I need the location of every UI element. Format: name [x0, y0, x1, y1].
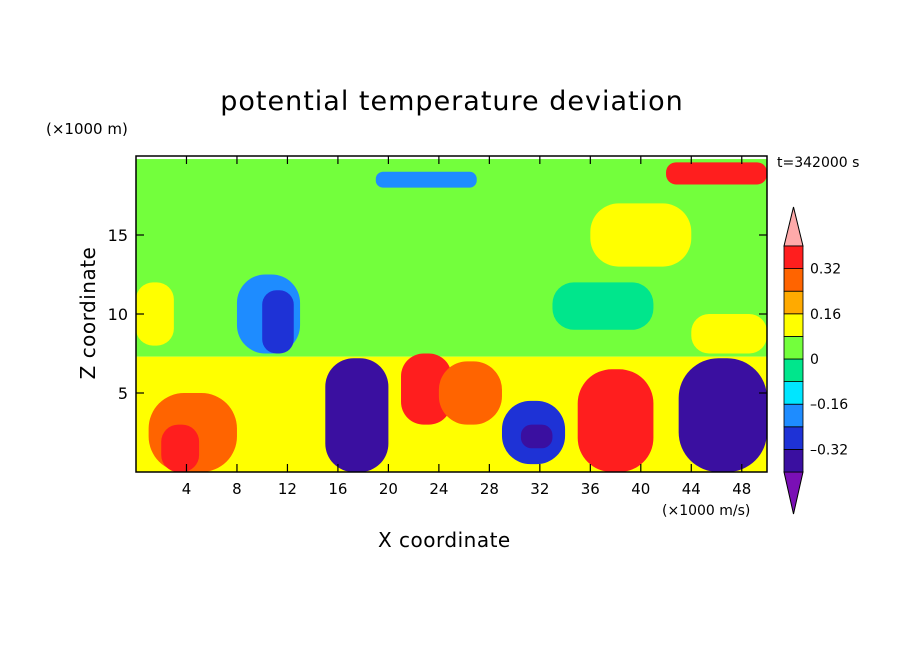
x-tick-label: 28: [480, 480, 499, 498]
colorbar-band: [783, 313, 804, 337]
field-region: [375, 171, 477, 188]
colorbar-band: [783, 448, 804, 473]
colorbar-band: [783, 358, 804, 383]
colorbar-tick-label: –0.16: [810, 397, 848, 413]
x-tick-label: 24: [429, 480, 448, 498]
x-tick-label: 16: [328, 480, 347, 498]
colorbar-band: [783, 426, 804, 450]
colorbar-min-arrow: [783, 471, 804, 515]
field-region: [666, 162, 767, 185]
y-tick-label: 15: [108, 226, 128, 245]
colorbar-band: [783, 403, 804, 428]
y-tick-label: 10: [108, 305, 128, 324]
x-tick-label: 48: [732, 480, 751, 498]
field-region: [262, 290, 294, 354]
x-tick-label: 20: [379, 480, 398, 498]
x-tick-label: 32: [530, 480, 549, 498]
colorbar-band: [783, 268, 804, 292]
x-axis-label: X coordinate: [378, 528, 511, 552]
y-axis-unit: (×1000 m): [46, 120, 128, 138]
x-tick-label: 8: [232, 480, 242, 498]
chart-title: potential temperature deviation: [220, 86, 684, 117]
field-region: [552, 282, 654, 330]
field-region: [136, 282, 174, 346]
colorbar-band: [783, 335, 804, 360]
colorbar-tick-label: –0.32: [810, 442, 848, 458]
colorbar-tick-label: 0.16: [810, 307, 841, 323]
field-region: [401, 353, 452, 425]
field-region: [577, 369, 654, 472]
field-region: [161, 424, 200, 472]
field-region: [325, 358, 389, 472]
contour-field: [136, 159, 767, 472]
x-axis-unit: (×1000 m/s): [662, 503, 751, 519]
field-region: [590, 203, 692, 267]
colorbar-band: [783, 381, 804, 405]
colorbar-tick-label: 0.32: [810, 262, 841, 278]
field-region: [678, 358, 767, 472]
colorbar-band: [783, 245, 804, 270]
x-tick-label: 12: [278, 480, 297, 498]
time-label: t=342000 s: [777, 155, 860, 171]
colorbar-band: [783, 290, 804, 315]
field-region: [438, 361, 502, 425]
x-axis: 4 8 12 16 20 24 28 32 36 40 44 48: [182, 156, 751, 498]
x-tick-label: 4: [182, 480, 192, 498]
x-tick-label: 36: [581, 480, 600, 498]
field-region: [691, 314, 767, 354]
x-tick-label: 44: [682, 480, 701, 498]
field-region: [520, 424, 553, 449]
colorbar-tick-label: 0: [810, 352, 819, 368]
y-tick-label: 5: [118, 384, 128, 403]
colorbar: 0.32 0.16 0 –0.16 –0.32: [783, 206, 848, 515]
x-tick-label: 40: [631, 480, 650, 498]
y-axis: 5 10 15: [108, 226, 767, 403]
colorbar-max-arrow: [783, 206, 804, 247]
